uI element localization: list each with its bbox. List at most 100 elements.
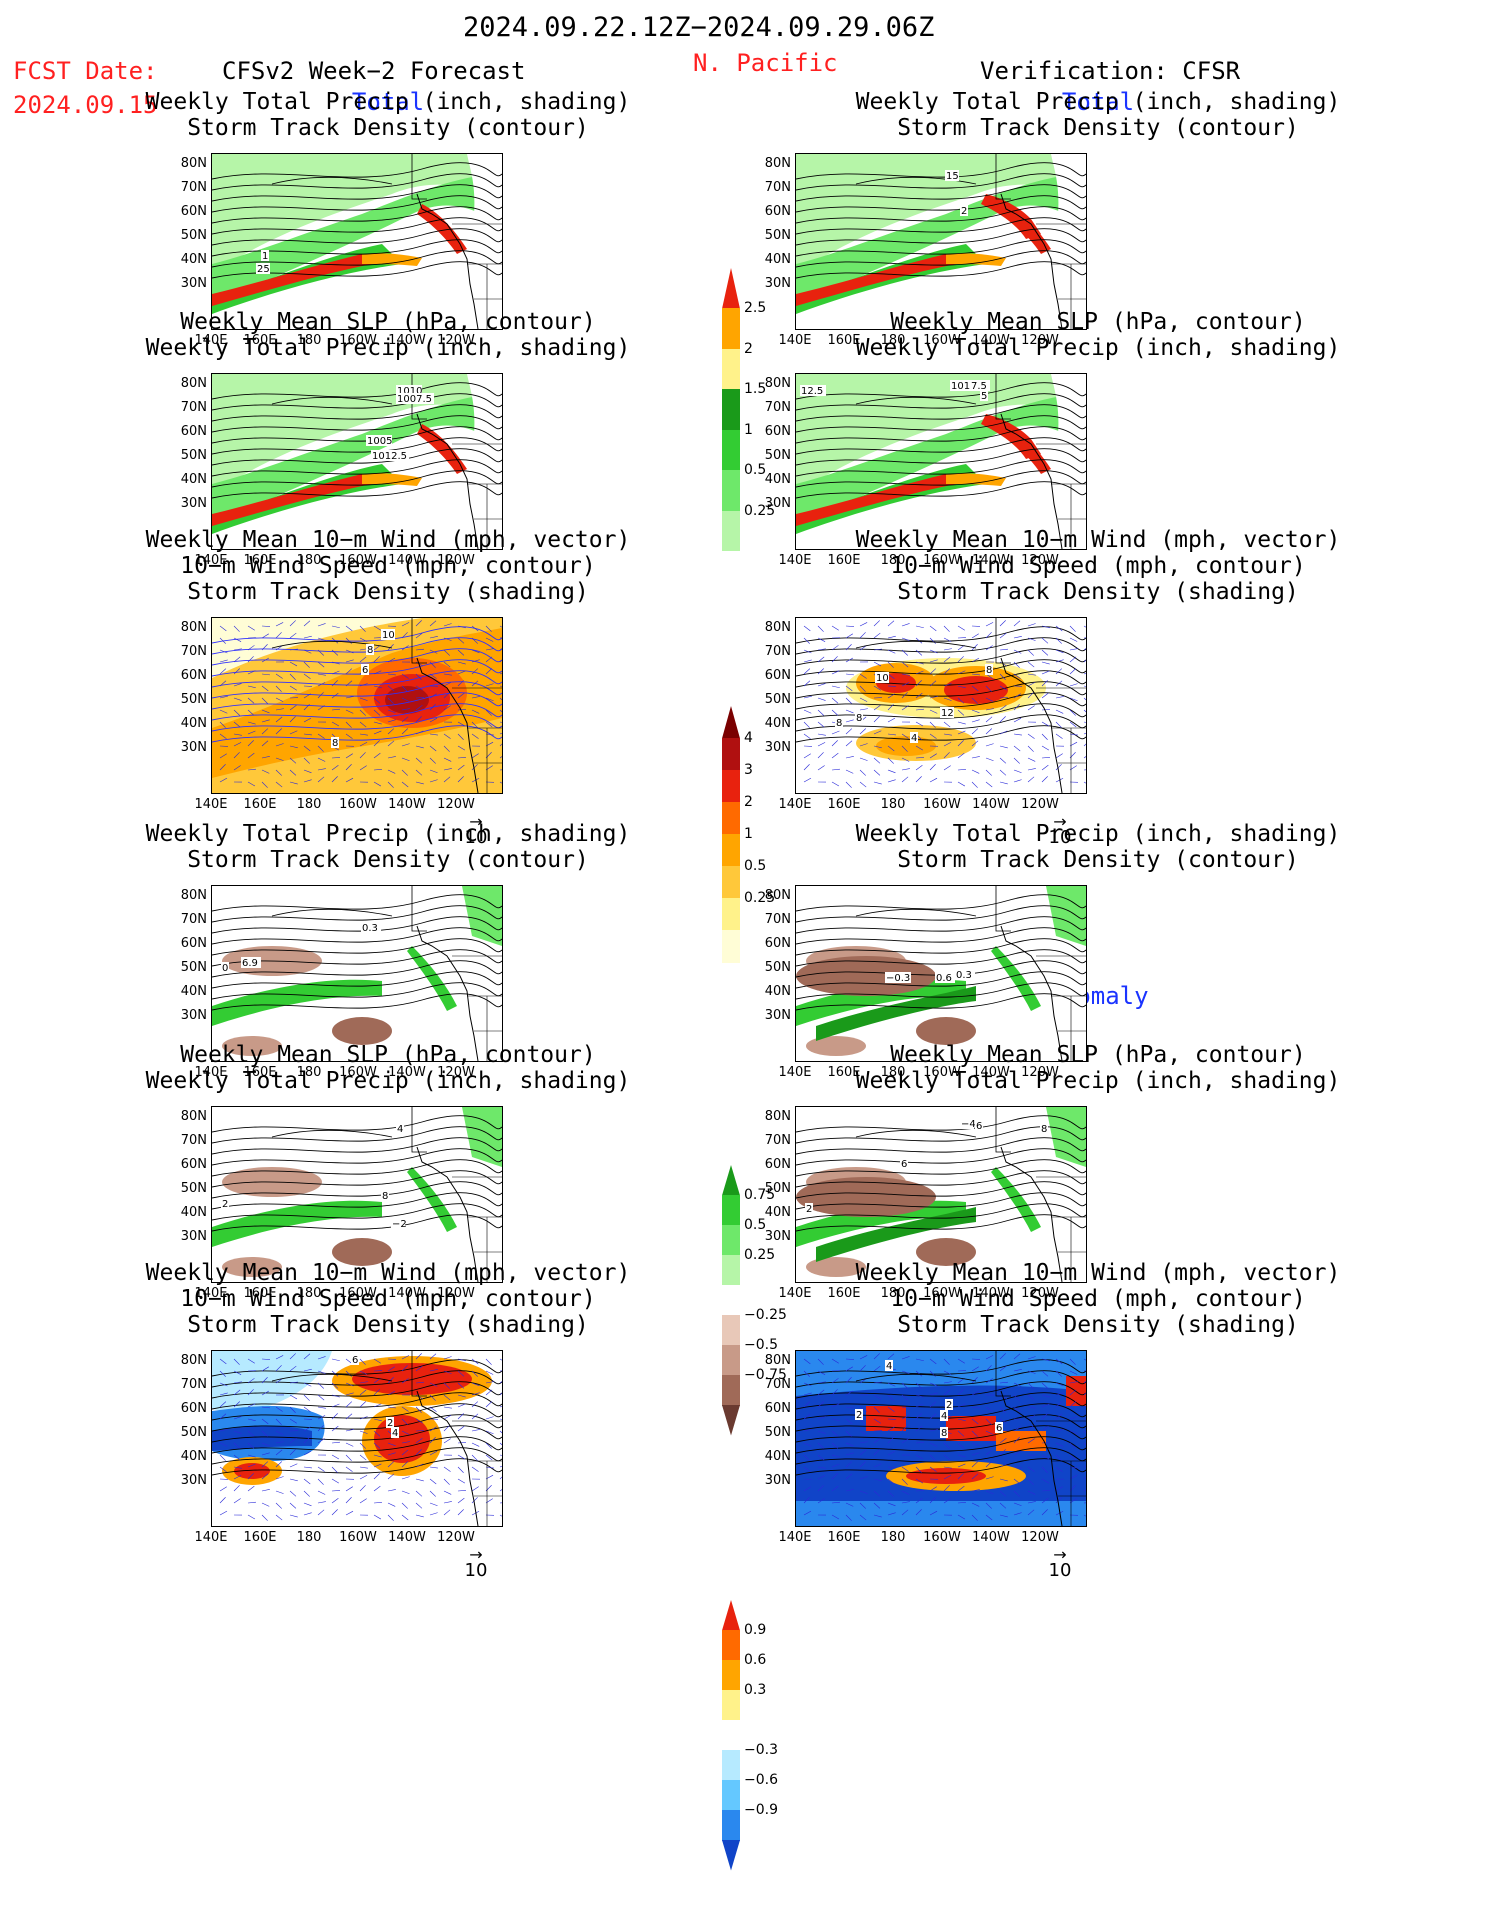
lat-label-t1l-2: 60N xyxy=(180,204,207,219)
contour-label-a3r-4: 8 xyxy=(941,1428,947,1439)
lon-label-a1r-3: 160W xyxy=(923,1065,961,1080)
lat-label-a1l-1: 70N xyxy=(180,912,207,927)
lat-label-t2r-4: 40N xyxy=(764,472,791,487)
verification-title: Verification: CFSR xyxy=(980,57,1241,85)
lon-label-a3l-2: 180 xyxy=(296,1530,322,1545)
lon-label-t2l-2: 180 xyxy=(296,553,322,568)
colorbar-precip_anom: 0.75 0.5 0.25 −0.25 −0.5 −0.75 xyxy=(722,1165,787,1436)
panel-title-a3r-1: Weekly Mean 10−m Wind (mph, vector) xyxy=(855,1260,1341,1286)
colorbar-storm_total-seg-0 xyxy=(722,706,740,739)
contour-label-t3l-2: 6 xyxy=(362,665,368,676)
lon-label-t3r-3: 160W xyxy=(923,797,961,812)
colorbar-storm_anom-seg-4 xyxy=(722,1720,740,1751)
colorbar-storm_anom-tick-3: −0.3 xyxy=(744,1742,778,1758)
panel-title-t1r-1: Weekly Total Precip (inch, shading) xyxy=(855,89,1341,115)
colorbar-precip_anom-tick-4: −0.5 xyxy=(744,1337,778,1353)
lat-label-a3r-1: 70N xyxy=(764,1377,791,1392)
colorbar-precip_total-seg-6 xyxy=(722,510,740,552)
colorbar-precip_anom-tick-3: −0.25 xyxy=(744,1307,787,1323)
contour-label-t2r-2: 7.5 xyxy=(971,381,987,392)
colorbar-precip_total-seg-0 xyxy=(722,268,740,309)
vector-ref-value: 10 xyxy=(464,827,488,848)
colorbar-precip_total-tick-3: 1 xyxy=(744,421,753,438)
lon-label-a1l-3: 160W xyxy=(339,1065,377,1080)
contour-label-t2l-2: 1005 xyxy=(367,436,392,447)
colorbar-precip_total-seg-5 xyxy=(722,470,740,512)
lon-label-t2l-3: 160W xyxy=(339,553,377,568)
lat-label-t2l-2: 60N xyxy=(180,424,207,439)
lat-label-a2l-2: 60N xyxy=(180,1157,207,1172)
contour-label-t2l-3: 1012.5 xyxy=(372,451,407,462)
panel-title-t3r-2: 10−m Wind Speed (mph, contour) xyxy=(890,553,1306,579)
contour-label-a3l-0: 6 xyxy=(352,1355,358,1366)
lon-label-a1r-2: 180 xyxy=(880,1065,906,1080)
lon-label-a2r-0: 140E xyxy=(778,1286,812,1301)
date-range: 2024.09.22.12Z−2024.09.29.06Z xyxy=(463,12,935,43)
contour-label-t3l-1: 8 xyxy=(367,645,373,656)
colorbar-storm_total-tick-5: 0.25 xyxy=(744,890,776,906)
panel-title-a3l-1: Weekly Mean 10−m Wind (mph, vector) xyxy=(145,1260,631,1286)
lon-label-t3l-0: 140E xyxy=(194,797,228,812)
colorbar-precip_anom-tick-1: 0.5 xyxy=(744,1217,767,1233)
colorbar-storm_total-seg-6 xyxy=(722,898,740,931)
contour-label-a2l-2: 8 xyxy=(382,1191,388,1202)
lat-label-t1l-5: 30N xyxy=(180,276,207,291)
panel-title-t3l-2: 10−m Wind Speed (mph, contour) xyxy=(180,553,596,579)
colorbar-precip_anom-tick-5: −0.75 xyxy=(744,1367,787,1383)
lat-label-t3l-5: 30N xyxy=(180,740,207,755)
colorbar-storm_total-tick-4: 0.5 xyxy=(744,858,767,874)
contour-label-t1r-0: 15 xyxy=(946,171,959,182)
contour-label-t3r-1: 8 xyxy=(986,665,992,676)
panel-title-a1r-1: Weekly Total Precip (inch, shading) xyxy=(855,821,1341,847)
lat-label-a1r-3: 50N xyxy=(764,960,791,975)
lat-label-a3r-4: 40N xyxy=(764,1449,791,1464)
lat-label-a1r-5: 30N xyxy=(764,1008,791,1023)
lat-label-a3l-2: 60N xyxy=(180,1401,207,1416)
colorbar-precip_anom-tick-2: 0.25 xyxy=(744,1247,776,1263)
lat-label-t1r-3: 50N xyxy=(764,228,791,243)
colorbar-storm_total-seg-1 xyxy=(722,738,740,771)
lat-label-t2l-1: 70N xyxy=(180,400,207,415)
contour-label-a3r-2: 2 xyxy=(946,1400,952,1411)
lon-label-t1l-3: 160W xyxy=(339,333,377,348)
colorbar-precip_anom-seg-5 xyxy=(722,1315,740,1346)
map-a2r: −4 6 8 6 2 xyxy=(795,1106,1087,1283)
lat-label-a3r-2: 60N xyxy=(764,1401,791,1416)
contour-label-a1r-1: 0.6 xyxy=(936,973,952,984)
panel-title-t1l-1: Weekly Total Precip (inch, shading) xyxy=(145,89,631,115)
map-t2l: 1010 1007.5 1005 1012.5 xyxy=(211,373,503,550)
lon-label-a1r-4: 140W xyxy=(972,1065,1010,1080)
lon-label-a1l-1: 160E xyxy=(243,1065,277,1080)
lon-label-t3l-4: 140W xyxy=(388,797,426,812)
lon-label-t1r-5: 120W xyxy=(1021,333,1059,348)
forecast-model-title: CFSv2 Week−2 Forecast xyxy=(222,57,526,85)
vector-ref-t3r: → 10 xyxy=(1040,814,1080,849)
vector-ref-value: 10 xyxy=(1048,827,1072,848)
colorbar-precip_total-seg-3 xyxy=(722,389,740,431)
fcst-date-value: 2024.09.15 xyxy=(13,91,158,119)
lon-label-t2r-4: 140W xyxy=(972,553,1010,568)
lat-label-a1l-5: 30N xyxy=(180,1008,207,1023)
contour-label-t3r-4: 8 xyxy=(836,718,842,729)
contour-label-t1l-1: 25 xyxy=(257,264,270,275)
colorbar-storm_anom-tick-5: −0.9 xyxy=(744,1802,778,1818)
lon-label-t2l-5: 120W xyxy=(437,553,475,568)
colorbar-storm_total-seg-7 xyxy=(722,930,740,963)
colorbar-storm_anom-tick-4: −0.6 xyxy=(744,1772,778,1788)
vector-ref-a3r: → 10 xyxy=(1040,1547,1080,1582)
vector-ref-value: 10 xyxy=(464,1560,488,1581)
colorbar-storm_total-seg-3 xyxy=(722,802,740,835)
map-a2l: 4 2 8 −2 xyxy=(211,1106,503,1283)
vector-ref-arrow-icon: → xyxy=(469,1545,483,1564)
lat-label-a3r-0: 80N xyxy=(764,1353,791,1368)
colorbar-storm_total-tick-3: 1 xyxy=(744,826,753,842)
panel-title-a3r-2: 10−m Wind Speed (mph, contour) xyxy=(890,1286,1306,1312)
lon-label-a3r-4: 140W xyxy=(972,1530,1010,1545)
lat-label-a1r-1: 70N xyxy=(764,912,791,927)
map-shading-a2r: −4 6 862 xyxy=(796,1107,1086,1282)
colorbar-storm_total-tick-0: 4 xyxy=(744,730,753,746)
lat-label-t2r-1: 70N xyxy=(764,400,791,415)
